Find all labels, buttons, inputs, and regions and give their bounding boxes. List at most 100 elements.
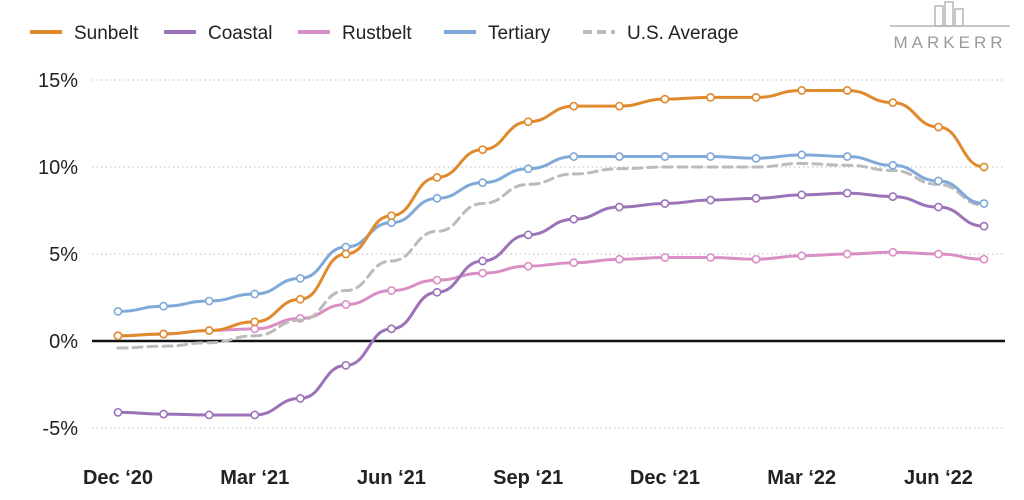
data-point-sunbelt — [660, 94, 670, 104]
x-tick-label: Jun ‘21 — [357, 467, 426, 489]
legend-item-tertiary: Tertiary — [444, 23, 551, 44]
data-point-rustbelt — [523, 261, 533, 271]
data-point-sunbelt — [341, 249, 351, 259]
data-point-tertiary — [751, 153, 761, 163]
data-point-coastal — [432, 287, 442, 297]
data-point-coastal — [569, 214, 579, 224]
series-line-rustbelt — [116, 250, 986, 338]
data-point-rustbelt — [387, 286, 396, 295]
series-group — [113, 86, 989, 420]
data-point-sunbelt — [569, 101, 579, 111]
data-point-rustbelt — [250, 324, 260, 334]
data-point-rustbelt — [934, 249, 943, 259]
data-point-sunbelt — [523, 117, 533, 127]
data-point-coastal — [523, 230, 533, 240]
legend-label: U.S. Average — [627, 23, 739, 44]
building-skyline-icon — [890, 1, 1010, 27]
legend-label: Sunbelt — [74, 23, 139, 44]
y-tick-label: -5% — [42, 418, 78, 440]
y-tick-label: 0% — [49, 331, 78, 353]
data-point-coastal — [934, 202, 943, 212]
data-point-rustbelt — [660, 253, 670, 262]
y-tick-label: 10% — [38, 157, 78, 179]
data-point-tertiary — [159, 301, 168, 311]
data-point-sunbelt — [797, 86, 807, 95]
x-tick-label: Dec ‘20 — [83, 467, 153, 489]
data-point-coastal — [387, 324, 396, 334]
data-point-coastal — [250, 410, 260, 420]
data-point-coastal — [888, 192, 898, 201]
data-point-coastal — [660, 199, 670, 208]
data-point-coastal — [159, 409, 168, 419]
data-point-rustbelt — [751, 254, 761, 264]
data-point-sunbelt — [113, 331, 123, 341]
legend: Sunbelt Coastal Rustbelt Tertiary U.S. Avera… — [30, 23, 739, 44]
legend-item-coastal: Coastal — [164, 23, 272, 44]
x-tick-label: Dec ‘21 — [630, 467, 700, 489]
data-point-coastal — [842, 188, 852, 198]
data-point-sunbelt — [706, 93, 715, 102]
series-u-s-average — [116, 162, 986, 350]
data-point-tertiary — [478, 178, 488, 188]
data-point-tertiary — [660, 152, 670, 161]
series-line-coastal — [116, 191, 986, 417]
series-line-u-s-average — [116, 162, 986, 350]
data-point-rustbelt — [797, 251, 807, 261]
y-axis: 15% 10% 5% 0% -5% — [38, 70, 78, 440]
data-point-coastal — [341, 360, 351, 370]
data-point-rustbelt — [979, 254, 989, 264]
data-point-sunbelt — [842, 86, 852, 95]
x-tick-label: Mar ‘22 — [767, 467, 836, 489]
data-point-sunbelt — [295, 294, 305, 304]
legend-item-u-s-average: U.S. Average — [583, 23, 739, 44]
y-tick-label: 5% — [49, 244, 78, 266]
data-point-tertiary — [888, 160, 898, 170]
data-point-tertiary — [295, 273, 305, 283]
series-sunbelt — [113, 86, 989, 341]
data-point-tertiary — [614, 152, 624, 161]
data-point-coastal — [204, 410, 214, 420]
legend-label: Tertiary — [488, 23, 551, 44]
series-line-sunbelt — [116, 88, 986, 338]
legend-item-rustbelt: Rustbelt — [298, 23, 412, 44]
data-point-rustbelt — [842, 249, 852, 259]
data-point-tertiary — [387, 218, 396, 228]
data-point-coastal — [614, 202, 624, 212]
legend-item-sunbelt: Sunbelt — [30, 23, 139, 44]
data-point-rustbelt — [706, 253, 715, 262]
x-tick-label: Sep ‘21 — [493, 467, 563, 489]
x-tick-label: Mar ‘21 — [220, 467, 289, 489]
legend-label: Coastal — [208, 23, 272, 44]
data-point-coastal — [113, 407, 123, 417]
data-point-sunbelt — [478, 145, 488, 154]
logo-text: MARKERR — [893, 33, 1006, 52]
data-point-sunbelt — [614, 101, 624, 111]
data-point-sunbelt — [934, 122, 943, 132]
data-point-tertiary — [797, 150, 807, 160]
data-point-tertiary — [569, 152, 579, 161]
data-point-sunbelt — [159, 329, 168, 339]
data-point-rustbelt — [478, 268, 488, 278]
data-point-tertiary — [113, 307, 123, 316]
data-point-rustbelt — [614, 254, 624, 264]
data-point-rustbelt — [341, 300, 351, 309]
data-point-rustbelt — [432, 275, 442, 285]
data-point-coastal — [751, 193, 761, 203]
data-point-tertiary — [979, 199, 989, 208]
data-point-coastal — [706, 195, 715, 205]
data-point-coastal — [478, 256, 488, 266]
data-point-sunbelt — [888, 98, 898, 108]
data-point-rustbelt — [888, 247, 898, 257]
data-point-sunbelt — [751, 93, 761, 102]
markerr-logo: MARKERR — [890, 1, 1010, 52]
y-tick-label: 15% — [38, 70, 78, 92]
data-point-sunbelt — [387, 211, 396, 221]
series-coastal — [113, 188, 989, 420]
data-point-coastal — [979, 221, 989, 231]
data-point-sunbelt — [432, 173, 442, 182]
data-point-coastal — [295, 394, 305, 403]
x-axis: Dec ‘20 Mar ‘21 Jun ‘21 Sep ‘21 Dec ‘21 Mar ‘… — [83, 467, 973, 489]
data-point-rustbelt — [569, 258, 579, 268]
series-tertiary — [113, 150, 989, 316]
data-point-tertiary — [250, 289, 260, 299]
